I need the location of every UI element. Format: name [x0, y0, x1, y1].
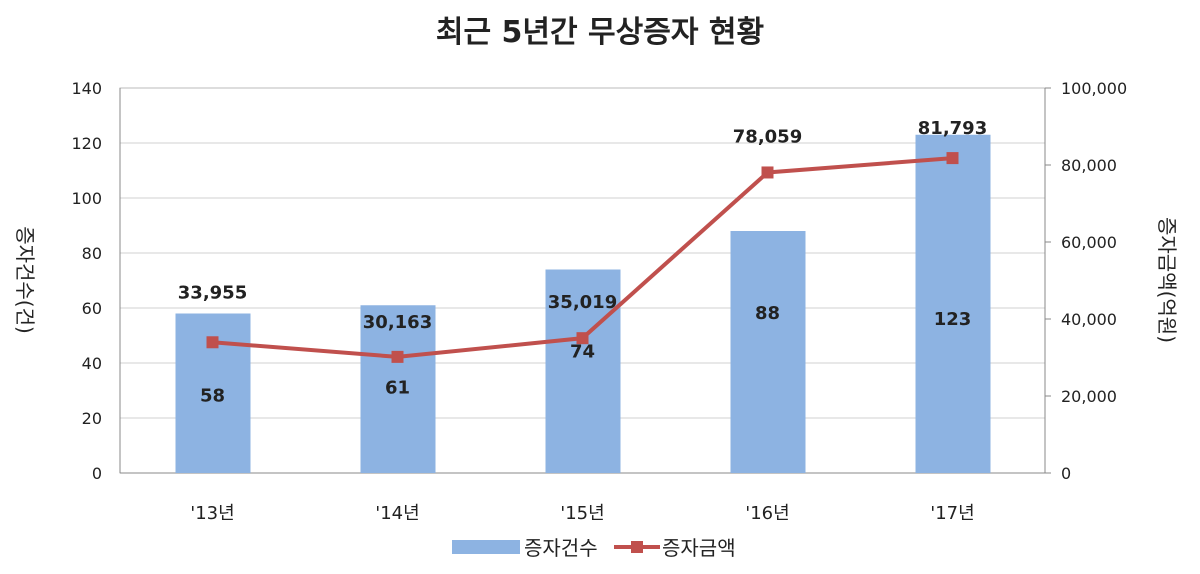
- line-data-label: 33,955: [178, 282, 247, 303]
- y-tick-label: 120: [71, 134, 102, 153]
- line-data-label: 81,793: [918, 118, 987, 139]
- y-axis-label: 증자건수(건): [13, 226, 37, 334]
- chart-title: 최근 5년간 무상증자 현황: [436, 15, 764, 50]
- line-marker: [206, 336, 219, 349]
- y-tick-label: 0: [92, 464, 102, 483]
- legend-line-label: 증자금액: [662, 536, 736, 560]
- line-marker: [761, 166, 774, 179]
- y-tick-label: 100: [71, 189, 102, 208]
- line-data-label: 30,163: [363, 312, 432, 333]
- y2-tick-label: 60,000: [1061, 233, 1117, 252]
- line-marker: [946, 152, 959, 165]
- y2-axis-label: 증자금액(억원): [1155, 217, 1179, 343]
- line-data-label: 35,019: [548, 292, 617, 313]
- bar: [915, 134, 991, 473]
- y-tick-label: 60: [82, 299, 102, 318]
- legend-line-marker: [631, 541, 643, 553]
- legend-bar-label: 증자건수: [524, 536, 598, 560]
- y2-tick-label: 0: [1061, 464, 1071, 483]
- x-tick-label: '16년: [745, 503, 789, 524]
- x-tick-label: '14년: [375, 503, 419, 524]
- y2-tick-label: 100,000: [1061, 79, 1127, 98]
- y-tick-label: 20: [82, 409, 102, 428]
- bar: [730, 231, 806, 473]
- bar: [545, 269, 621, 473]
- y-tick-label: 40: [82, 354, 102, 373]
- y-tick-label: 80: [82, 244, 102, 263]
- x-tick-label: '13년: [190, 503, 234, 524]
- bar: [360, 305, 436, 473]
- bar-data-label: 88: [755, 303, 780, 324]
- bar-data-label: 123: [934, 309, 972, 330]
- x-tick-label: '15년: [560, 503, 604, 524]
- y2-tick-label: 20,000: [1061, 387, 1117, 406]
- y2-tick-label: 40,000: [1061, 310, 1117, 329]
- bar-data-label: 61: [385, 377, 410, 398]
- x-tick-label: '17년: [930, 503, 974, 524]
- bar-data-label: 58: [200, 386, 225, 407]
- legend: 증자건수 증자금액: [452, 536, 736, 560]
- line-marker: [391, 350, 404, 363]
- line-marker: [576, 332, 589, 345]
- y2-tick-label: 80,000: [1061, 156, 1117, 175]
- bar-data-label: 74: [570, 342, 595, 363]
- line-data-label: 78,059: [733, 126, 802, 147]
- legend-bar-swatch: [452, 540, 520, 554]
- y-tick-label: 140: [71, 79, 102, 98]
